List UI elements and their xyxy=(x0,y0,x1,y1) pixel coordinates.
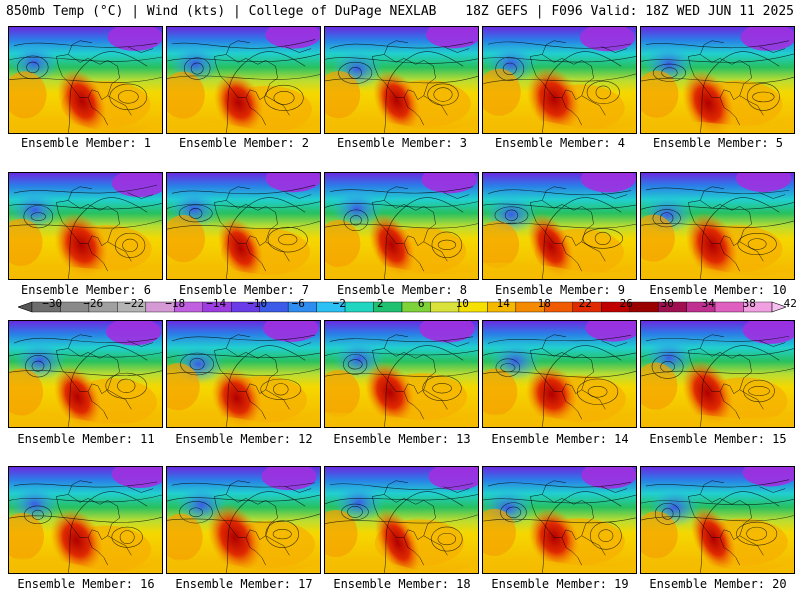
ensemble-member-label: Ensemble Member: 8 xyxy=(336,283,468,297)
colorbar-segment xyxy=(714,301,744,313)
colorbar-tick-label: 14 xyxy=(496,297,510,310)
header-run-info: 18Z GEFS | F096 Valid: 18Z WED JUN 11 20… xyxy=(465,4,794,19)
ensemble-member-label: Ensemble Member: 6 xyxy=(20,283,152,297)
ensemble-member-label: Ensemble Member: 2 xyxy=(178,136,310,150)
ensemble-member-label: Ensemble Member: 19 xyxy=(491,577,629,591)
colorbar-tick-label: 26 xyxy=(619,297,633,310)
colorbar-tick-label: −22 xyxy=(124,297,145,310)
ensemble-map-panel xyxy=(640,466,795,574)
ensemble-member-label: Ensemble Member: 9 xyxy=(494,283,626,297)
ensemble-map-panel xyxy=(324,320,479,428)
colorbar-tick-label: −2 xyxy=(332,297,346,310)
ensemble-map-panel xyxy=(640,26,795,134)
colorbar-tick-label: 38 xyxy=(742,297,756,310)
ensemble-map-panel xyxy=(166,466,321,574)
ensemble-map-panel xyxy=(640,320,795,428)
colorbar-tick-label: −18 xyxy=(165,297,186,310)
ensemble-map-panel xyxy=(482,26,637,134)
ensemble-member-label: Ensemble Member: 4 xyxy=(494,136,626,150)
ensemble-member-label: Ensemble Member: 14 xyxy=(491,432,629,446)
ensemble-member-label: Ensemble Member: 1 xyxy=(20,136,152,150)
colorbar-segment xyxy=(401,301,431,313)
ensemble-map-panel xyxy=(324,466,479,574)
header-title: 850mb Temp (°C) | Wind (kts) | College o… xyxy=(6,4,437,19)
ensemble-member-label: Ensemble Member: 17 xyxy=(175,577,313,591)
ensemble-map-panel xyxy=(324,26,479,134)
colorbar-tick-label: 30 xyxy=(660,297,674,310)
colorbar-segment xyxy=(629,301,659,313)
colorbar-tick-label: 42 xyxy=(783,297,797,310)
ensemble-member-label: Ensemble Member: 5 xyxy=(652,136,784,150)
colorbar-tick-label: 2 xyxy=(376,297,384,310)
ensemble-member-label: Ensemble Member: 15 xyxy=(649,432,787,446)
colorbar-tick-label: −10 xyxy=(247,297,268,310)
colorbar-right-arrow xyxy=(771,301,786,313)
colorbar-tick-label: 22 xyxy=(578,297,592,310)
ensemble-map-panel xyxy=(482,172,637,280)
ensemble-map-panel xyxy=(324,172,479,280)
ensemble-map-panel xyxy=(8,26,163,134)
colorbar-tick-label: −30 xyxy=(42,297,63,310)
ensemble-map-panel xyxy=(166,172,321,280)
temperature-colorbar xyxy=(18,301,786,313)
ensemble-member-label: Ensemble Member: 13 xyxy=(333,432,471,446)
colorbar-tick-label: −26 xyxy=(83,297,104,310)
ensemble-map-panel xyxy=(482,320,637,428)
ensemble-member-label: Ensemble Member: 18 xyxy=(333,577,471,591)
ensemble-map-panel xyxy=(166,320,321,428)
colorbar-left-arrow xyxy=(18,301,33,313)
colorbar-tick-label: 6 xyxy=(417,297,425,310)
ensemble-member-label: Ensemble Member: 12 xyxy=(175,432,313,446)
ensemble-map-panel xyxy=(482,466,637,574)
ensemble-member-label: Ensemble Member: 20 xyxy=(649,577,787,591)
ensemble-member-label: Ensemble Member: 10 xyxy=(649,283,787,297)
colorbar-segment xyxy=(344,301,374,313)
ensemble-member-label: Ensemble Member: 16 xyxy=(17,577,155,591)
colorbar-tick-label: 10 xyxy=(455,297,469,310)
ensemble-map-panel xyxy=(166,26,321,134)
ensemble-map-panel xyxy=(8,320,163,428)
ensemble-map-panel xyxy=(8,172,163,280)
colorbar-tick-label: −14 xyxy=(206,297,227,310)
ensemble-map-panel xyxy=(640,172,795,280)
colorbar-tick-label: −6 xyxy=(291,297,305,310)
ensemble-member-label: Ensemble Member: 11 xyxy=(17,432,155,446)
ensemble-map-panel xyxy=(8,466,163,574)
colorbar-tick-label: 18 xyxy=(537,297,551,310)
colorbar-tick-label: 34 xyxy=(701,297,715,310)
ensemble-member-label: Ensemble Member: 3 xyxy=(336,136,468,150)
ensemble-member-label: Ensemble Member: 7 xyxy=(178,283,310,297)
